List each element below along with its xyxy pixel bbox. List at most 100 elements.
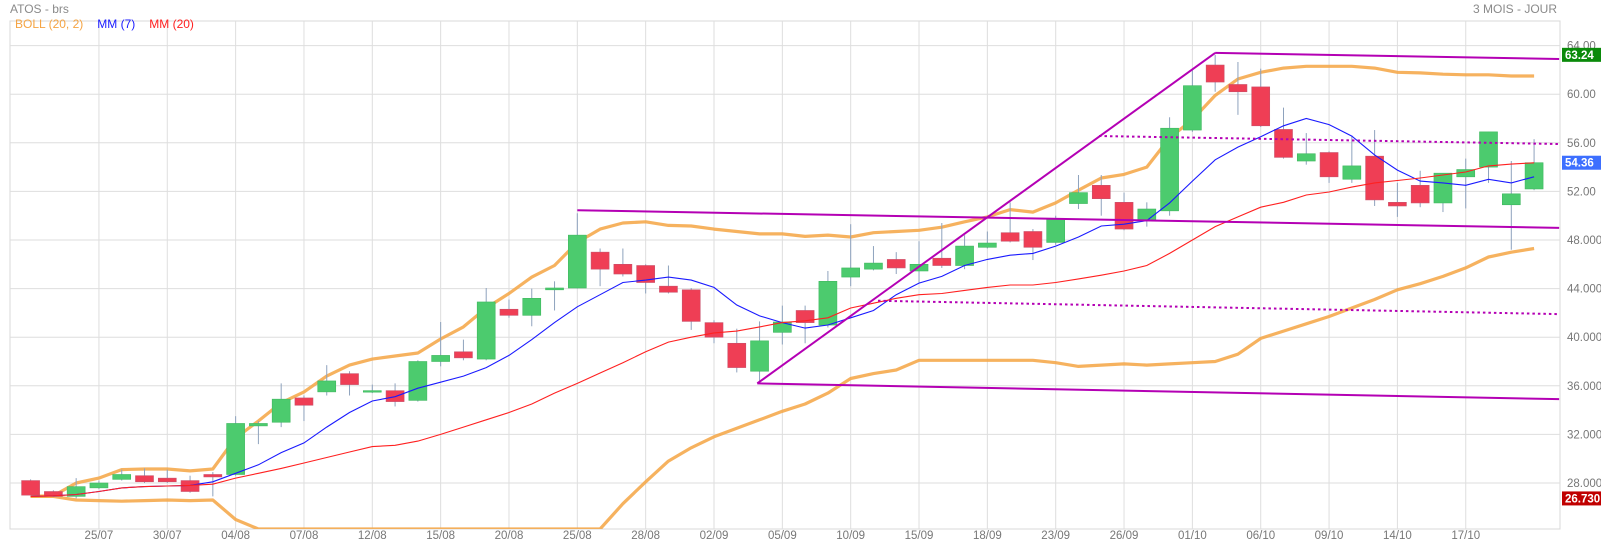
candle-body-up: [1069, 192, 1088, 204]
candle[interactable]: [1410, 170, 1430, 208]
candle[interactable]: [249, 421, 268, 445]
candle-body-up: [978, 242, 997, 248]
candle[interactable]: [1091, 174, 1111, 216]
grid: [9, 20, 1561, 530]
y-tick-label: 32.000: [1567, 429, 1601, 441]
candle[interactable]: [1479, 131, 1498, 183]
candle-body-down: [1365, 155, 1384, 201]
candle[interactable]: [704, 320, 724, 344]
candle-body-down: [21, 480, 40, 496]
candle[interactable]: [271, 383, 291, 428]
candle-body-up: [545, 287, 564, 291]
candle[interactable]: [431, 322, 450, 367]
candle[interactable]: [1023, 229, 1043, 261]
y-tick-label: 60.00: [1567, 89, 1596, 101]
candle-body-up: [1524, 162, 1544, 190]
candle[interactable]: [1502, 161, 1521, 250]
candle[interactable]: [1183, 69, 1202, 132]
price-badge-label: 26.730: [1565, 493, 1600, 505]
candle[interactable]: [294, 395, 314, 422]
candle[interactable]: [1114, 192, 1134, 231]
candle[interactable]: [1069, 174, 1088, 210]
x-tick-label: 17/10: [1451, 530, 1480, 541]
candle[interactable]: [932, 222, 952, 268]
y-tick-label: 28.000: [1567, 478, 1601, 490]
lower-dotted-line[interactable]: [877, 299, 1560, 316]
candle[interactable]: [613, 248, 633, 277]
candle[interactable]: [636, 264, 655, 294]
legend-item-mm20[interactable]: MM (20): [149, 17, 194, 31]
candle-body-down: [932, 257, 952, 266]
candle[interactable]: [590, 248, 610, 287]
candle[interactable]: [1160, 117, 1179, 216]
candle[interactable]: [408, 360, 428, 402]
candle-body-up: [1160, 127, 1179, 212]
plot-border: [9, 20, 1561, 530]
y-tick-label: 44.000: [1567, 284, 1601, 296]
candle[interactable]: [841, 224, 860, 287]
candle-body-up: [1183, 85, 1202, 131]
candle[interactable]: [955, 235, 974, 270]
candle[interactable]: [1228, 62, 1248, 115]
candle[interactable]: [317, 365, 337, 396]
candle[interactable]: [750, 321, 769, 384]
candle[interactable]: [226, 416, 245, 476]
candle[interactable]: [89, 480, 109, 490]
x-tick-label: 15/09: [905, 530, 934, 541]
candle[interactable]: [773, 305, 792, 345]
rising-channel-line[interactable]: [756, 52, 1216, 385]
candle-body-down: [1388, 202, 1407, 207]
candle[interactable]: [112, 469, 132, 481]
support-line[interactable]: [757, 382, 1560, 401]
candle[interactable]: [1296, 133, 1316, 165]
candle[interactable]: [135, 468, 154, 483]
x-tick-label: 18/09: [973, 530, 1002, 541]
legend-item-mm7[interactable]: MM (7): [97, 17, 136, 31]
candle[interactable]: [1365, 130, 1384, 206]
x-tick-label: 04/08: [221, 530, 250, 541]
candle[interactable]: [340, 371, 359, 396]
candle[interactable]: [864, 246, 883, 271]
candle-body-up: [408, 361, 428, 401]
candle-body-down: [590, 251, 610, 270]
top-line[interactable]: [1215, 51, 1560, 60]
y-tick-label: 36.000: [1567, 381, 1601, 393]
candle[interactable]: [1046, 215, 1065, 245]
candle[interactable]: [545, 281, 564, 311]
candle-body-up: [1342, 165, 1362, 180]
candle[interactable]: [1342, 135, 1362, 183]
resistance-line-1[interactable]: [577, 209, 1560, 229]
candle[interactable]: [1274, 107, 1293, 159]
candle-body-down: [203, 474, 223, 478]
candle-body-down: [886, 259, 906, 269]
candle[interactable]: [886, 252, 906, 275]
legend-item-bollinger[interactable]: BOLL (20, 2): [15, 17, 84, 31]
candle[interactable]: [1251, 68, 1271, 128]
candle[interactable]: [476, 287, 496, 361]
candle[interactable]: [454, 339, 473, 361]
candle[interactable]: [157, 469, 177, 483]
candle[interactable]: [1137, 202, 1157, 227]
candle[interactable]: [795, 305, 815, 344]
candle[interactable]: [1388, 182, 1407, 217]
candle[interactable]: [727, 328, 747, 373]
candle[interactable]: [659, 265, 678, 294]
candle[interactable]: [1433, 172, 1453, 213]
candle[interactable]: [681, 287, 701, 330]
candle-body-up: [226, 423, 245, 475]
candle[interactable]: [1319, 151, 1339, 183]
candle[interactable]: [21, 479, 40, 496]
candle[interactable]: [1524, 139, 1544, 191]
candle[interactable]: [1205, 54, 1225, 92]
candle-body-down: [499, 308, 519, 316]
candle[interactable]: [978, 231, 997, 249]
x-tick-label: 07/08: [290, 530, 319, 541]
candle[interactable]: [522, 288, 542, 327]
period-selector[interactable]: 3 MOIS - JOUR: [1472, 2, 1557, 16]
candle-body-down: [681, 289, 701, 322]
candle[interactable]: [499, 299, 519, 318]
legend: BOLL (20, 2) MM (7) MM (20): [15, 17, 194, 31]
candle[interactable]: [568, 213, 587, 289]
candle[interactable]: [1000, 202, 1020, 243]
candle[interactable]: [362, 384, 382, 394]
